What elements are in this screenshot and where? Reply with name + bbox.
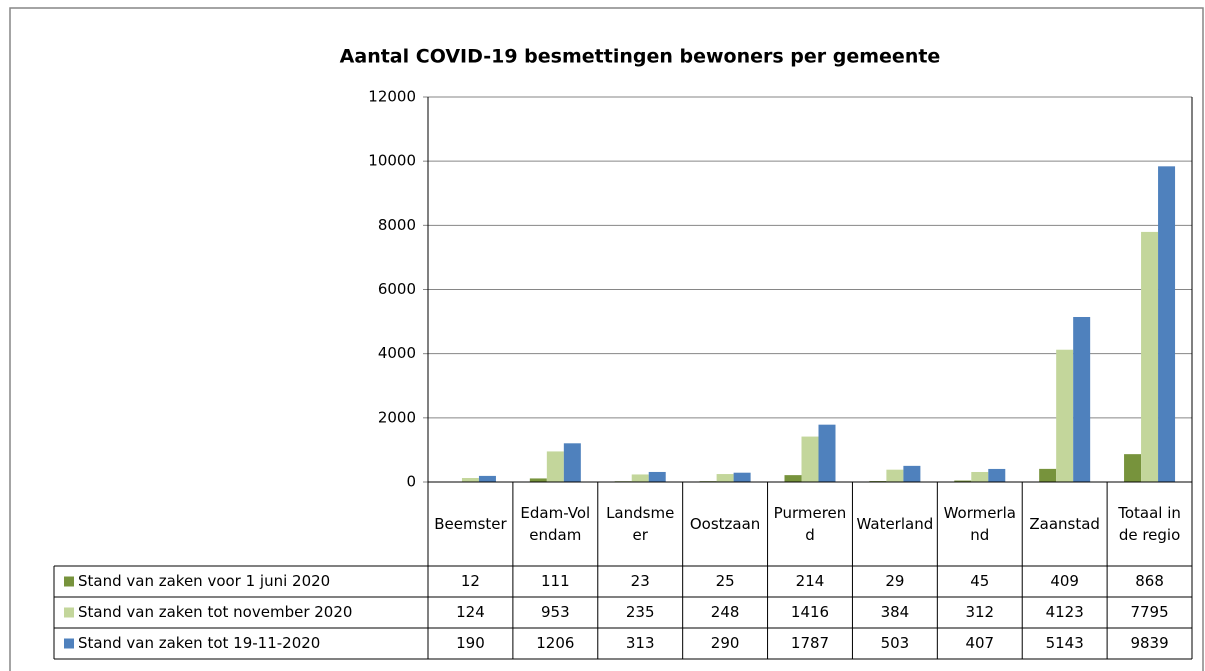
y-tick-label: 0 [406, 473, 416, 491]
bar [1158, 166, 1176, 482]
bar [1141, 231, 1159, 482]
legend-swatch [64, 638, 74, 649]
table-value: 407 [965, 634, 994, 652]
bar [1073, 316, 1091, 482]
y-tick-label: 10000 [368, 152, 416, 170]
y-tick-label: 12000 [368, 88, 416, 106]
table-value: 312 [965, 603, 994, 621]
bar [784, 475, 802, 482]
bar [971, 471, 989, 482]
category-cell: Waterland [856, 515, 934, 533]
x-tick-label: Wormerland [943, 504, 1016, 544]
table-value: 290 [711, 634, 740, 652]
table-value: 23 [631, 572, 650, 590]
table-value: 190 [456, 634, 485, 652]
table-value: 45 [970, 572, 989, 590]
table-value: 1206 [536, 634, 574, 652]
category-cell: Beemster [434, 515, 507, 533]
x-tick-label: Zaanstad [1029, 515, 1100, 533]
table-value: 12 [461, 572, 480, 590]
y-tick-label: 2000 [378, 408, 416, 426]
category-cell: Oostzaan [689, 515, 761, 533]
table-value: 25 [716, 572, 735, 590]
table-value: 868 [1135, 572, 1164, 590]
bar [801, 436, 819, 482]
table-value: 1787 [791, 634, 829, 652]
category-cell: Wormerland [943, 504, 1016, 544]
table-value: 313 [626, 634, 655, 652]
bar [648, 471, 666, 482]
bar [988, 468, 1006, 482]
table-value: 384 [881, 603, 910, 621]
legend-label: Stand van zaken tot 19-11-2020 [78, 634, 320, 652]
bar [1056, 349, 1074, 482]
bar [1124, 454, 1142, 482]
table-value: 409 [1050, 572, 1079, 590]
bar [903, 465, 921, 482]
table-value: 214 [796, 572, 825, 590]
bar [529, 478, 547, 482]
legend-label: Stand van zaken voor 1 juni 2020 [78, 572, 330, 590]
x-tick-label: Edam-Volendam [520, 504, 591, 544]
table-value: 9839 [1130, 634, 1168, 652]
bar [954, 480, 972, 482]
table-value: 953 [541, 603, 570, 621]
legend-label: Stand van zaken tot november 2020 [78, 603, 352, 621]
table-value: 1416 [791, 603, 829, 621]
table-value: 124 [456, 603, 485, 621]
legend-swatch [64, 607, 74, 618]
bar [1039, 468, 1057, 482]
bar [478, 475, 496, 482]
x-tick-label: Totaal in de regio [1118, 504, 1181, 544]
x-tick-label: Oostzaan [689, 515, 761, 533]
table-value: 29 [885, 572, 904, 590]
bar [733, 472, 751, 482]
x-tick-label: Landsmeer [606, 504, 675, 544]
bar [631, 474, 649, 482]
bar [716, 474, 734, 482]
bar [461, 478, 479, 482]
table-value: 111 [541, 572, 570, 590]
x-tick-label: Purmerend [773, 504, 847, 544]
chart-border [9, 7, 1204, 671]
category-cell: Totaal in de regio [1118, 504, 1181, 544]
y-tick-label: 4000 [378, 344, 416, 362]
table-value: 5143 [1046, 634, 1084, 652]
x-tick-label: Waterland [856, 515, 934, 533]
bar [563, 443, 581, 482]
table-value: 4123 [1046, 603, 1084, 621]
legend-swatch [64, 576, 74, 587]
bar [818, 424, 836, 482]
table-value: 503 [881, 634, 910, 652]
x-tick-label: Beemster [434, 515, 507, 533]
category-cell: Landsmeer [606, 504, 675, 544]
table-value: 248 [711, 603, 740, 621]
table-value: 7795 [1130, 603, 1168, 621]
bar [886, 469, 904, 482]
category-cell: Edam-Volendam [520, 504, 591, 544]
bar [546, 451, 564, 482]
category-cell: Zaanstad [1029, 515, 1100, 533]
chart-title: Aantal COVID-19 besmettingen bewoners pe… [340, 46, 941, 68]
category-cell: Purmerend [773, 504, 847, 544]
table-value: 235 [626, 603, 655, 621]
y-tick-label: 6000 [378, 280, 416, 298]
y-tick-label: 8000 [378, 216, 416, 234]
